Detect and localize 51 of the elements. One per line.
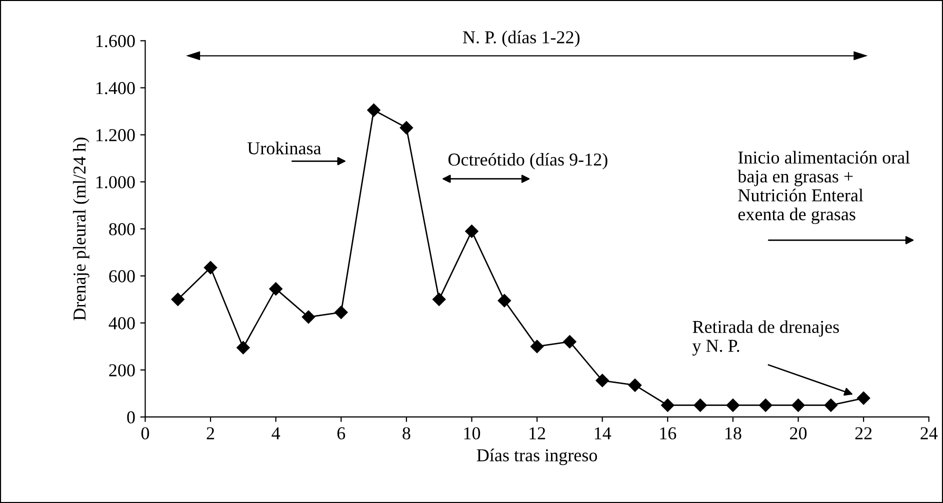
point <box>334 306 348 319</box>
point <box>759 398 772 412</box>
x-axis-title: Días tras ingreso <box>476 448 598 466</box>
x-tick-label: 2 <box>206 427 214 440</box>
point <box>400 121 414 134</box>
y-tick-label: 1.600 <box>96 35 135 48</box>
point <box>367 104 380 117</box>
point <box>236 341 250 354</box>
y-tick-label: 0 <box>127 411 135 424</box>
annotation: Inicio alimentación oral baja en grasas + Nutrición Enteral exenta de grasas <box>738 150 910 224</box>
annotation: Urokinasa <box>247 142 322 154</box>
point <box>628 378 642 392</box>
x-tick-label: 10 <box>464 427 480 440</box>
x-tick-label: 8 <box>402 427 410 440</box>
y-axis-title: Drenaje pleural (ml/24 h) <box>72 138 90 320</box>
y-tick-label: 1.200 <box>96 129 135 142</box>
y-tick-label: 1.400 <box>96 82 135 94</box>
x-tick-label: 4 <box>272 427 280 440</box>
x-tick-label: 12 <box>530 427 546 440</box>
y-tick-label: 600 <box>109 270 135 282</box>
point <box>856 392 870 405</box>
point <box>824 398 838 412</box>
annotation: N. P. (días 1-22) <box>462 30 580 48</box>
y-tick-label: 1.000 <box>96 176 135 188</box>
x-tick-label: 16 <box>660 427 676 440</box>
y-tick-label: 800 <box>109 223 135 236</box>
y-tick-label: 400 <box>108 317 135 330</box>
x-tick-label: 20 <box>790 427 807 440</box>
x-tick-label: 6 <box>337 427 346 440</box>
point <box>432 292 446 306</box>
point <box>596 374 609 388</box>
x-tick-label: 14 <box>594 427 612 440</box>
point <box>302 310 316 324</box>
point <box>563 335 576 348</box>
point <box>204 261 218 274</box>
x-tick-label: 22 <box>855 427 872 440</box>
x-tick-label: 18 <box>726 427 742 440</box>
point <box>498 294 511 308</box>
point <box>694 398 707 412</box>
point <box>269 282 282 296</box>
annotation: Retirada de drenajes y N. P. <box>692 320 839 356</box>
point <box>726 398 740 412</box>
point <box>530 340 544 354</box>
x-tick-label: 0 <box>141 427 150 440</box>
annotation: Octreótido (días 9-12) <box>448 152 608 170</box>
point <box>661 398 674 412</box>
y-tick-label: 200 <box>109 364 135 376</box>
x-tick-label: 24 <box>920 427 938 440</box>
point <box>792 398 805 412</box>
point <box>171 292 184 306</box>
point <box>465 224 478 238</box>
